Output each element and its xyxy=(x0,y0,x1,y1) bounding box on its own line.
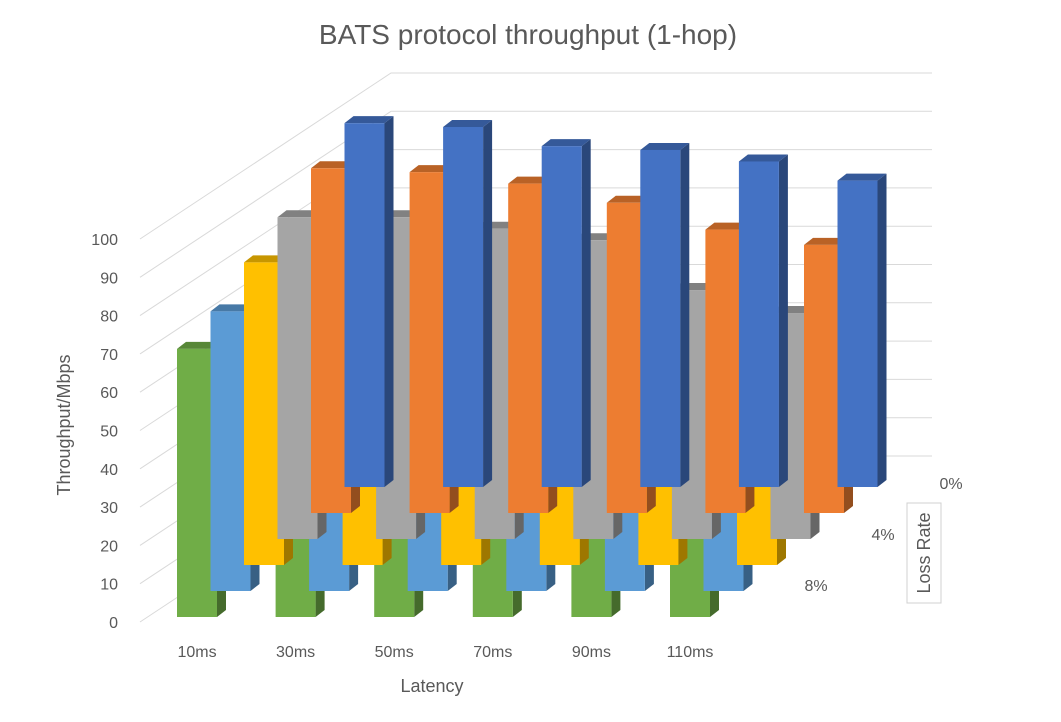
y-tick-label: 30 xyxy=(100,500,118,517)
x-tick-label: 50ms xyxy=(375,644,414,661)
depth-tick-label: 8% xyxy=(804,578,827,595)
bars xyxy=(177,116,887,617)
y-tick-label: 100 xyxy=(91,232,118,249)
x-tick-label: 90ms xyxy=(572,644,611,661)
bar-front xyxy=(508,183,549,513)
bar xyxy=(443,119,493,487)
x-axis-title: Latency xyxy=(400,676,463,696)
bar-side xyxy=(483,119,493,487)
bar-front xyxy=(409,172,450,513)
bar-side xyxy=(581,139,591,487)
bar-top xyxy=(344,116,394,124)
y-tick-label: 40 xyxy=(100,462,118,479)
depth-tick-label: 4% xyxy=(871,527,894,544)
bar xyxy=(837,173,887,487)
y-tick-label: 50 xyxy=(100,424,118,441)
bar-front xyxy=(443,126,484,487)
bar-front xyxy=(277,217,318,539)
x-tick-label: 110ms xyxy=(667,644,714,661)
bar-front xyxy=(210,311,251,591)
gridline xyxy=(139,72,932,240)
bar-top xyxy=(837,173,887,181)
bar-front xyxy=(738,161,779,487)
bar-front xyxy=(804,244,844,513)
depth-axis-title-box: Loss Rate xyxy=(906,502,942,604)
bar-top xyxy=(443,119,493,127)
depth-axis-title: Loss Rate xyxy=(914,512,934,593)
x-tick-label: 70ms xyxy=(473,644,512,661)
x-tick-labels: 10ms 30ms 50ms 70ms 90ms 110ms xyxy=(177,644,713,661)
bar-front xyxy=(837,180,878,487)
bar-front xyxy=(177,348,217,617)
bar-front xyxy=(640,149,681,487)
y-axis-title: Throughput/Mbps xyxy=(54,354,74,495)
bar-top xyxy=(738,154,788,162)
y-tick-label: 60 xyxy=(100,385,118,402)
y-tick-label: 80 xyxy=(100,309,118,326)
bar-top xyxy=(640,142,690,150)
y-tick-labels: 0 10 20 30 40 50 60 70 80 90 100 xyxy=(91,232,118,632)
bar xyxy=(344,116,394,488)
x-tick-label: 10ms xyxy=(177,644,216,661)
bar-front xyxy=(606,202,647,513)
bar-side xyxy=(877,173,887,487)
bar-side xyxy=(778,154,788,487)
chart-title: BATS protocol throughput (1-hop) xyxy=(319,19,737,50)
bar-side xyxy=(680,142,690,487)
depth-tick-labels: 0% 4% 8% xyxy=(804,476,962,595)
depth-axis-title-frame xyxy=(906,502,942,604)
y-tick-label: 90 xyxy=(100,270,118,287)
bar xyxy=(738,154,788,487)
x-tick-label: 30ms xyxy=(276,644,315,661)
gridline xyxy=(139,110,932,278)
bar-front xyxy=(344,123,385,488)
bar-top xyxy=(541,139,591,147)
bar-front xyxy=(311,168,351,514)
bar xyxy=(640,142,690,487)
y-tick-label: 10 xyxy=(100,577,118,594)
y-tick-label: 20 xyxy=(100,538,118,555)
bar-front xyxy=(541,146,582,487)
depth-tick-label: 0% xyxy=(939,476,962,493)
bar xyxy=(541,139,591,487)
bar-front xyxy=(244,262,284,565)
y-tick-label: 0 xyxy=(109,615,118,632)
bar-front xyxy=(705,229,746,513)
bar-side xyxy=(384,116,394,488)
y-tick-label: 70 xyxy=(100,347,118,364)
